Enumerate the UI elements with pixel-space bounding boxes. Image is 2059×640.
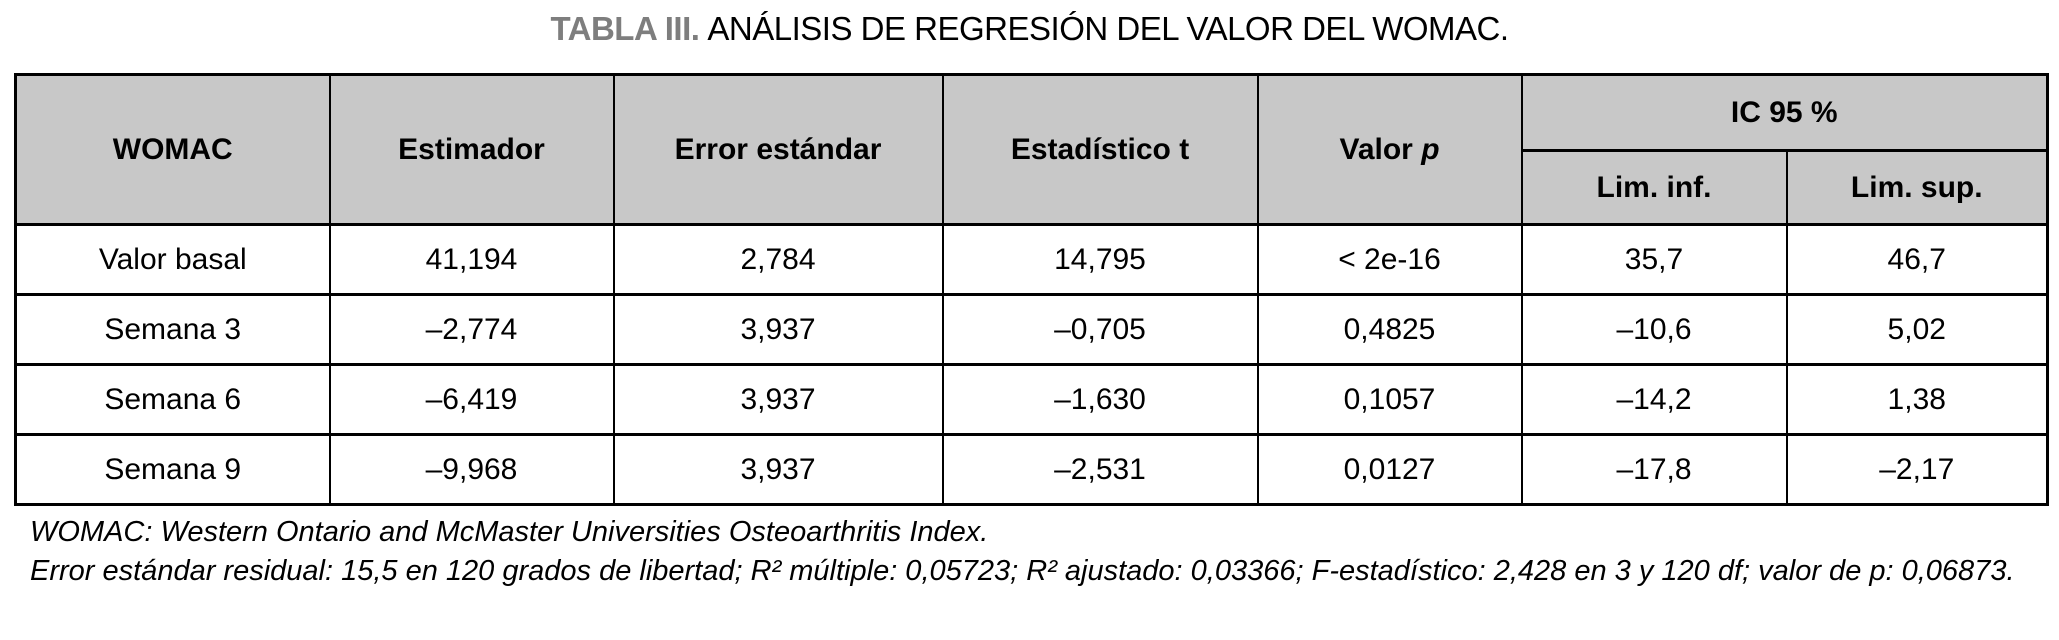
cell-lim-sup: –2,17 [1785,433,2049,506]
header-lim-inf: Lim. inf. [1520,149,1788,226]
row-label: Valor basal [14,223,331,296]
table-row-valor-basal: Valor basal 41,194 2,784 14,795 < 2e-16 … [14,223,2049,296]
row-label: Semana 6 [14,363,331,436]
table-footnotes: WOMAC: Western Ontario and McMaster Univ… [30,513,2030,591]
cell-estadistico-t: –1,630 [941,363,1259,436]
header-ic-95: IC 95 % [1520,73,2049,152]
cell-estimador: –9,968 [328,433,615,506]
table-title-number: TABLA III. [550,10,700,47]
table-row-semana-3: Semana 3 –2,774 3,937 –0,705 0,4825 –10,… [14,293,2049,366]
cell-lim-sup: 1,38 [1785,363,2049,436]
header-estadistico-t: Estadístico t [941,73,1259,226]
cell-lim-sup: 46,7 [1785,223,2049,296]
cell-valor-p: 0,0127 [1256,433,1523,506]
cell-estimador: –2,774 [328,293,615,366]
cell-error-estandar: 3,937 [612,293,944,366]
cell-estimador: –6,419 [328,363,615,436]
table-body: Valor basal 41,194 2,784 14,795 < 2e-16 … [14,223,2049,506]
footnote-model-statistics: Error estándar residual: 15,5 en 120 gra… [30,555,2015,587]
cell-error-estandar: 2,784 [612,223,944,296]
cell-estadistico-t: –0,705 [941,293,1259,366]
cell-estadistico-t: 14,795 [941,223,1259,296]
header-error-estandar: Error estándar [612,73,944,226]
table-row-semana-9: Semana 9 –9,968 3,937 –2,531 0,0127 –17,… [14,433,2049,506]
table-header: WOMAC Estimador Error estándar Estadísti… [14,73,2049,226]
row-label: Semana 3 [14,293,331,366]
cell-lim-inf: 35,7 [1520,223,1788,296]
table-title: TABLA III. ANÁLISIS DE REGRESIÓN DEL VALO… [0,10,2059,48]
cell-lim-inf: –10,6 [1520,293,1788,366]
header-valor-p: Valor p [1256,73,1523,226]
table-title-text: ANÁLISIS DE REGRESIÓN DEL VALOR DEL WOMA… [707,10,1509,47]
header-valor-p-prefix: Valor [1339,132,1422,166]
cell-valor-p: 0,4825 [1256,293,1523,366]
cell-estimador: 41,194 [328,223,615,296]
header-lim-sup: Lim. sup. [1785,149,2049,226]
header-valor-p-symbol: p [1421,132,1440,166]
cell-valor-p: < 2e-16 [1256,223,1523,296]
table-row-semana-6: Semana 6 –6,419 3,937 –1,630 0,1057 –14,… [14,363,2049,436]
cell-valor-p: 0,1057 [1256,363,1523,436]
cell-error-estandar: 3,937 [612,363,944,436]
row-label: Semana 9 [14,433,331,506]
header-womac: WOMAC [14,73,331,226]
cell-lim-sup: 5,02 [1785,293,2049,366]
cell-lim-inf: –14,2 [1520,363,1788,436]
regression-table: WOMAC Estimador Error estándar Estadísti… [14,73,2049,506]
cell-error-estandar: 3,937 [612,433,944,506]
cell-lim-inf: –17,8 [1520,433,1788,506]
footnote-womac-definition: WOMAC: Western Ontario and McMaster Univ… [30,516,989,548]
header-estimador: Estimador [328,73,615,226]
cell-estadistico-t: –2,531 [941,433,1259,506]
